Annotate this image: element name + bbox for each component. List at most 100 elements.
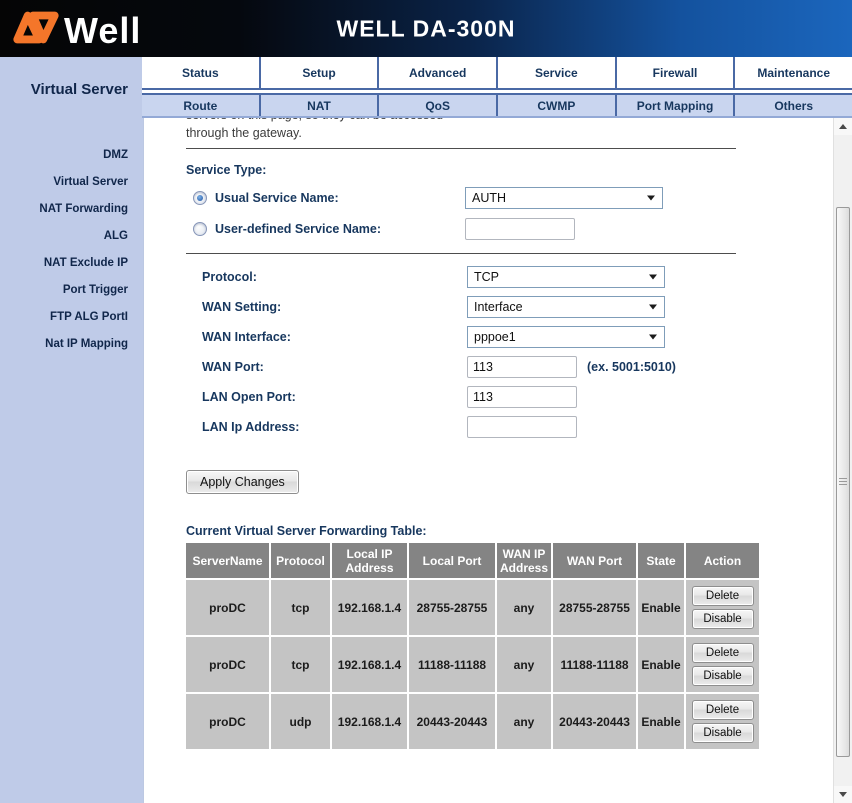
intro-text-clipped: servers on this page, so they can be acc…: [186, 118, 833, 125]
cell-wan-port: 28755-28755: [553, 580, 637, 635]
wan-setting-label: WAN Setting:: [202, 300, 282, 314]
user-defined-input[interactable]: [465, 218, 575, 240]
table-header-row: ServerName Protocol Local IP Address Loc…: [186, 543, 760, 578]
tab-cwmp[interactable]: CWMP: [498, 95, 617, 116]
user-defined-radio[interactable]: [193, 222, 207, 236]
nav-divider: [142, 90, 852, 93]
chevron-down-icon: [649, 304, 657, 310]
tab-others[interactable]: Others: [774, 98, 814, 113]
cell-protocol: udp: [271, 694, 330, 749]
wan-setting-select[interactable]: Interface: [467, 296, 665, 318]
delete-button[interactable]: Delete: [691, 700, 754, 720]
well-logo-icon: [10, 6, 62, 55]
lan-open-port-label: LAN Open Port:: [202, 390, 296, 404]
header-bar: Well WELL DA-300N: [0, 0, 852, 57]
cell-wan-ip: any: [497, 694, 552, 749]
disable-button[interactable]: Disable: [691, 609, 754, 629]
sidebar-item-nat-exclude-ip[interactable]: NAT Exclude IP: [43, 257, 128, 269]
logo-text: Well: [64, 9, 142, 51]
wan-setting-row: WAN Setting: Interface: [186, 296, 833, 318]
cell-wan-port: 20443-20443: [553, 694, 637, 749]
sidebar-item-nat-forwarding[interactable]: NAT Forwarding: [39, 203, 128, 215]
protocol-select[interactable]: TCP: [467, 266, 665, 288]
cell-server-name: proDC: [186, 637, 269, 692]
lan-open-port-input[interactable]: [467, 386, 577, 408]
disable-button[interactable]: Disable: [691, 723, 754, 743]
sidebar-item-ftp-alg-port[interactable]: FTP ALG PortI: [50, 311, 128, 323]
usual-service-radio[interactable]: [193, 191, 207, 205]
divider: [186, 253, 736, 254]
usual-service-value: AUTH: [472, 191, 507, 205]
intro-text: through the gateway.: [186, 126, 302, 140]
wan-interface-select[interactable]: pppoe1: [467, 326, 665, 348]
wan-setting-value: Interface: [474, 300, 523, 314]
cell-local-port: 28755-28755: [409, 580, 495, 635]
col-server-name: ServerName: [186, 543, 269, 578]
col-protocol: Protocol: [271, 543, 330, 578]
service-type-label: Service Type:: [186, 163, 267, 177]
chevron-down-icon: [647, 195, 655, 201]
forwarding-table: ServerName Protocol Local IP Address Loc…: [184, 541, 761, 751]
sidebar-item-nat-ip-mapping[interactable]: Nat IP Mapping: [45, 338, 128, 350]
scroll-down-button[interactable]: [834, 786, 852, 803]
tab-firewall[interactable]: Firewall: [617, 57, 736, 88]
forwarding-table-title: Current Virtual Server Forwarding Table:: [186, 524, 427, 538]
lan-open-port-row: LAN Open Port:: [186, 386, 833, 408]
tab-port-mapping[interactable]: Port Mapping: [617, 95, 736, 116]
tab-status[interactable]: Status: [142, 57, 261, 88]
sidebar: Virtual Server DMZ Virtual Server NAT Fo…: [0, 57, 142, 803]
user-defined-row: User-defined Service Name:: [186, 217, 833, 241]
main-nav: Status Setup Advanced Service Firewall M…: [142, 57, 852, 90]
user-defined-label: User-defined Service Name:: [215, 222, 382, 236]
device-title: WELL DA-300N: [336, 15, 516, 41]
tab-nat[interactable]: NAT: [261, 95, 380, 116]
lan-ip-input[interactable]: [467, 416, 577, 438]
table-row: proDC tcp 192.168.1.4 11188-11188 any 11…: [186, 637, 760, 692]
usual-service-label: Usual Service Name:: [215, 191, 339, 205]
scroll-down-icon: [839, 792, 847, 797]
wan-interface-label: WAN Interface:: [202, 330, 291, 344]
table-row: proDC udp 192.168.1.4 20443-20443 any 20…: [186, 694, 760, 749]
sidebar-item-alg[interactable]: ALG: [103, 230, 128, 242]
tab-maintenance[interactable]: Maintenance: [757, 65, 831, 80]
apply-changes-button[interactable]: Apply Changes: [186, 470, 299, 494]
usual-service-row: Usual Service Name: AUTH: [186, 186, 833, 210]
cell-protocol: tcp: [271, 580, 330, 635]
chevron-down-icon: [649, 274, 657, 280]
usual-service-select[interactable]: AUTH: [465, 187, 663, 209]
scroll-up-icon: [839, 124, 847, 129]
protocol-label: Protocol:: [202, 270, 257, 284]
scroll-up-button[interactable]: [834, 118, 852, 135]
cell-server-name: proDC: [186, 580, 269, 635]
scrollbar-grip-icon: [839, 478, 847, 486]
vertical-scrollbar[interactable]: [833, 118, 852, 803]
wan-port-input[interactable]: [467, 356, 577, 378]
tab-service[interactable]: Service: [498, 57, 617, 88]
cell-local-ip: 192.168.1.4: [332, 694, 407, 749]
brand-logo: Well: [10, 6, 141, 55]
delete-button[interactable]: Delete: [691, 643, 754, 663]
col-wan-port: WAN Port: [553, 543, 637, 578]
sidebar-item-dmz[interactable]: DMZ: [103, 149, 128, 161]
tab-route[interactable]: Route: [142, 95, 261, 116]
delete-button[interactable]: Delete: [691, 586, 754, 606]
sidebar-item-virtual-server[interactable]: Virtual Server: [53, 176, 128, 188]
wan-interface-row: WAN Interface: pppoe1: [186, 326, 833, 348]
sidebar-item-port-trigger[interactable]: Port Trigger: [62, 284, 128, 296]
table-row: proDC tcp 192.168.1.4 28755-28755 any 28…: [186, 580, 760, 635]
col-wan-ip: WAN IP Address: [497, 543, 552, 578]
cell-wan-ip: any: [497, 580, 552, 635]
wan-interface-value: pppoe1: [474, 330, 516, 344]
tab-advanced[interactable]: Advanced: [379, 57, 499, 88]
cell-action: Delete Disable: [686, 637, 760, 692]
cell-local-ip: 192.168.1.4: [332, 637, 407, 692]
cell-state: Enable: [638, 637, 685, 692]
tab-qos[interactable]: QoS: [379, 95, 499, 116]
cell-state: Enable: [638, 694, 685, 749]
scrollbar-thumb[interactable]: [836, 207, 850, 757]
tab-setup[interactable]: Setup: [261, 57, 380, 88]
cell-protocol: tcp: [271, 637, 330, 692]
lan-ip-label: LAN Ip Address:: [202, 420, 300, 434]
sub-nav: Route NAT QoS CWMP Port Mapping Others: [142, 93, 852, 118]
disable-button[interactable]: Disable: [691, 666, 754, 686]
